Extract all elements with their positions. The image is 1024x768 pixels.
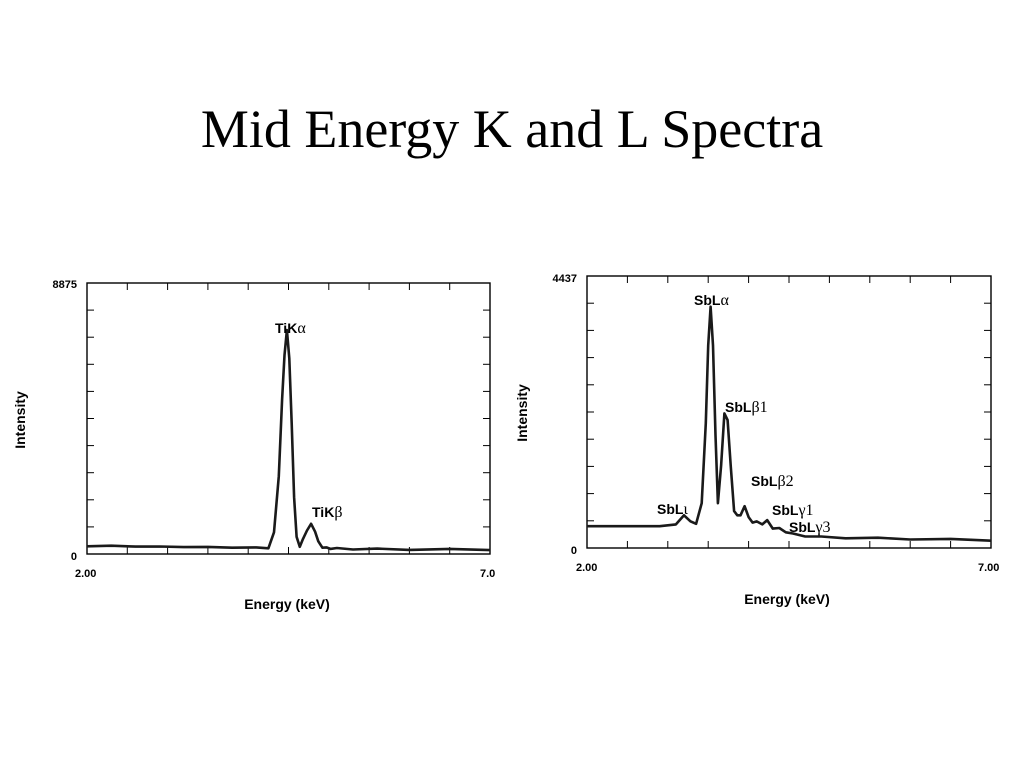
peak-label-sbl-alpha: SbLα (694, 292, 729, 309)
peak-label-sbl-beta2: SbLβ2 (751, 473, 794, 490)
y-tick-min: 0 (71, 551, 77, 563)
y-tick-max: 8875 (53, 279, 77, 291)
peak-label-sbl-gamma1: SbLγ1 (772, 502, 814, 519)
x-axis-label: Energy (keV) (244, 596, 330, 612)
x-tick-max: 7.0 (480, 568, 495, 580)
peak-label-sbl-iota: SbLι (657, 501, 688, 518)
x-tick-max: 7.00 (978, 562, 999, 574)
peak-label-tik-alpha: TiKα (275, 320, 306, 337)
y-tick-min: 0 (571, 545, 577, 557)
peak-label-sbl-gamma3: SbLγ3 (789, 519, 831, 536)
peak-label-tik-beta: TiKβ (312, 504, 342, 521)
y-axis-label: Intensity (514, 384, 530, 442)
y-axis-label: Intensity (12, 391, 28, 449)
peak-label-sbl-beta1: SbLβ1 (725, 399, 768, 416)
tick-marks (587, 276, 991, 548)
y-tick-max: 4437 (553, 273, 577, 285)
spectrum-line-ti (86, 328, 491, 552)
ti-k-spectrum-chart: 8875 0 2.00 7.0 Energy (keV) Intensity T… (12, 279, 495, 612)
sb-l-spectrum-chart: 4437 0 2.00 7.00 Energy (keV) Intensity … (514, 273, 999, 607)
tick-marks (87, 283, 490, 554)
x-tick-min: 2.00 (75, 568, 96, 580)
x-tick-min: 2.00 (576, 562, 597, 574)
spectrum-line-sb (587, 305, 992, 542)
slide-title: Mid Energy K and L Spectra (200, 99, 824, 159)
x-axis-label: Energy (keV) (744, 591, 830, 607)
